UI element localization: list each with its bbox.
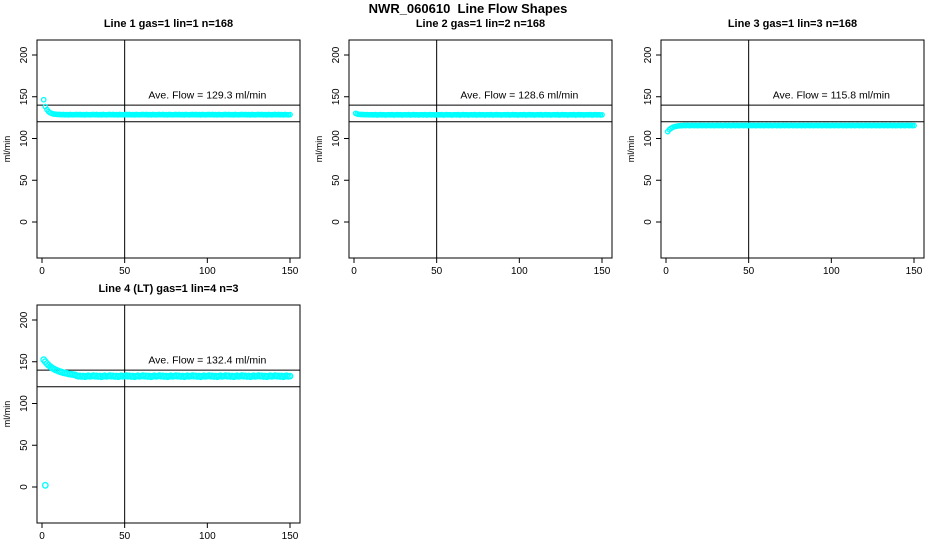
y-tick-label: 200 bbox=[19, 311, 30, 328]
data-point bbox=[40, 96, 47, 103]
x-tick-label: 0 bbox=[351, 266, 357, 277]
y-tick-label: 50 bbox=[19, 439, 30, 451]
data-point bbox=[287, 111, 293, 118]
x-tick-label: 100 bbox=[199, 531, 216, 540]
y-tick-label: 100 bbox=[643, 130, 654, 147]
y-tick-label: 200 bbox=[331, 46, 342, 63]
x-tick-label: 0 bbox=[663, 266, 669, 277]
plot-title: Line 1 gas=1 lin=1 n=168 bbox=[104, 18, 233, 30]
y-tick-label: 150 bbox=[331, 88, 342, 105]
subplot-line-3: Line 3 gas=1 lin=3 n=168 0 50 100 150 0 50 100 1… bbox=[626, 18, 925, 277]
x-tick-label: 0 bbox=[39, 266, 45, 277]
data-point bbox=[286, 372, 294, 380]
x-tick-label: 100 bbox=[511, 266, 528, 277]
x-tick-label: 150 bbox=[594, 266, 611, 277]
subplot-line-2: Line 2 gas=1 lin=2 n=168 0 50 100 150 0 50 100 1… bbox=[314, 18, 613, 277]
y-tick-label: 150 bbox=[19, 88, 30, 105]
plot-frame bbox=[36, 304, 301, 524]
subplot-line-1: Line 1 gas=1 lin=1 n=168 0 50 100 150 0 50 100 1… bbox=[2, 18, 301, 277]
x-tick-label: 150 bbox=[906, 266, 923, 277]
data-point bbox=[599, 111, 605, 118]
y-tick-label: 150 bbox=[643, 88, 654, 105]
plot-title: Line 2 gas=1 lin=2 n=168 bbox=[416, 18, 545, 30]
y-tick-label: 100 bbox=[19, 130, 30, 147]
y-tick-label: 50 bbox=[19, 174, 30, 186]
x-tick-label: 0 bbox=[39, 531, 45, 540]
x-tick-label: 150 bbox=[282, 266, 299, 277]
plot-title: Line 4 (LT) gas=1 lin=4 n=3 bbox=[98, 283, 238, 295]
annotation-ave-flow: Ave. Flow = 115.8 ml/min bbox=[773, 89, 890, 101]
x-tick-label: 50 bbox=[431, 266, 443, 277]
plot-frame bbox=[348, 39, 613, 259]
x-tick-label: 100 bbox=[199, 266, 216, 277]
y-tick-label: 150 bbox=[19, 353, 30, 370]
y-axis-label: ml/min bbox=[2, 401, 12, 428]
outlier-point bbox=[41, 481, 49, 489]
x-tick-label: 150 bbox=[282, 531, 299, 540]
y-tick-label: 200 bbox=[19, 46, 30, 63]
subplot-line-4: Line 4 (LT) gas=1 lin=4 n=3 0 50 100 150 0 50 1… bbox=[2, 283, 301, 540]
main-title: NWR_060610 Line Flow Shapes bbox=[368, 1, 568, 16]
y-tick-label: 0 bbox=[19, 484, 30, 490]
y-tick-label: 0 bbox=[331, 219, 342, 225]
y-tick-label: 0 bbox=[19, 219, 30, 225]
plot-frame bbox=[36, 39, 301, 259]
y-tick-label: 200 bbox=[643, 46, 654, 63]
y-tick-label: 50 bbox=[331, 174, 342, 186]
annotation-ave-flow: Ave. Flow = 129.3 ml/min bbox=[148, 89, 266, 101]
plot-frame bbox=[660, 39, 925, 259]
y-tick-label: 100 bbox=[331, 130, 342, 147]
x-tick-label: 50 bbox=[119, 266, 131, 277]
plot-title: Line 3 gas=1 lin=3 n=168 bbox=[728, 18, 857, 30]
x-tick-label: 100 bbox=[823, 266, 840, 277]
y-tick-label: 0 bbox=[643, 219, 654, 225]
annotation-ave-flow: Ave. Flow = 132.4 ml/min bbox=[148, 354, 266, 366]
y-tick-label: 100 bbox=[19, 395, 30, 412]
annotation-ave-flow: Ave. Flow = 128.6 ml/min bbox=[460, 89, 578, 101]
data-point bbox=[911, 122, 917, 129]
x-tick-label: 50 bbox=[743, 266, 755, 277]
y-axis-label: ml/min bbox=[314, 136, 324, 163]
y-axis-label: ml/min bbox=[626, 136, 636, 163]
y-tick-label: 50 bbox=[643, 174, 654, 186]
y-axis-label: ml/min bbox=[2, 136, 12, 163]
x-tick-label: 50 bbox=[119, 531, 131, 540]
